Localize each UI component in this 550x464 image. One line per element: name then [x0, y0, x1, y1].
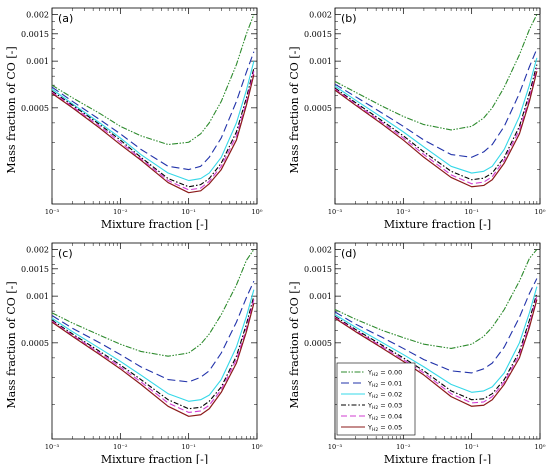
legend-label: YH2 = 0.03 [367, 402, 402, 412]
x-tick-label: 10⁻³ [45, 208, 60, 216]
x-tick-label: 10⁰ [252, 443, 263, 451]
panel-label: (b) [341, 12, 357, 25]
y-tick-label: 0.0005 [21, 339, 49, 348]
series-line-0 [51, 14, 255, 146]
y-tick-label: 0.002 [309, 245, 332, 254]
y-tick-label: 0.001 [26, 292, 49, 301]
series-line-5 [334, 299, 538, 407]
legend-label: YH2 = 0.05 [367, 424, 402, 434]
series-line-3 [51, 68, 255, 188]
x-tick-label: 10⁻² [396, 443, 411, 451]
y-axis-title: Mass fraction of CO [-] [5, 46, 18, 173]
series-line-1 [51, 51, 255, 171]
series-line-5 [51, 303, 255, 417]
y-tick-label: 0.0015 [21, 30, 49, 39]
series-line-4 [334, 68, 538, 185]
series-line-3 [334, 64, 538, 181]
y-axis-title: Mass fraction of CO [-] [5, 281, 18, 408]
y-tick-label: 0.0015 [21, 265, 49, 274]
x-tick-label: 10⁻¹ [182, 443, 197, 451]
x-axis-title: Mixture fraction [-] [384, 453, 491, 464]
legend-label: YH2 = 0.04 [367, 413, 402, 423]
y-tick-label: 0.002 [309, 10, 332, 19]
legend-label: YH2 = 0.00 [367, 369, 402, 379]
x-tick-label: 10⁻¹ [465, 443, 480, 451]
y-tick-label: 0.0015 [304, 265, 332, 274]
y-tick-label: 0.0005 [304, 104, 332, 113]
x-tick-label: 10⁰ [252, 208, 263, 216]
series-line-2 [51, 60, 255, 182]
x-axis-title: Mixture fraction [-] [101, 218, 208, 231]
y-tick-label: 0.0005 [304, 339, 332, 348]
x-tick-label: 10⁻² [113, 208, 128, 216]
chart-panel-1: 10⁻³ 10⁻² 10⁻¹ 10⁰ 0.0005 0.001 0.0015 0.002 Mix… [5, 7, 263, 231]
chart-panel-4: 10⁻³ 10⁻² 10⁻¹ 10⁰ 0.0005 0.001 0.0015 0.002 Mix… [288, 242, 546, 464]
legend-label: YH2 = 0.02 [367, 391, 402, 401]
series-line-1 [51, 280, 255, 383]
plot-frame [51, 242, 258, 440]
x-tick-label: 10⁰ [535, 443, 546, 451]
panel-label: (a) [58, 12, 73, 25]
y-tick-label: 0.001 [309, 292, 332, 301]
series-line-4 [334, 295, 538, 404]
x-axis-title: Mixture fraction [-] [101, 453, 208, 464]
x-axis-title: Mixture fraction [-] [384, 218, 491, 231]
series-line-2 [334, 286, 538, 393]
chart-panel-2: 10⁻³ 10⁻² 10⁻¹ 10⁰ 0.0005 0.001 0.0015 0.002 Mix… [288, 7, 546, 231]
plot-frame [334, 7, 541, 205]
plot-frame [51, 7, 258, 205]
series-line-2 [51, 289, 255, 402]
series-line-2 [334, 57, 538, 174]
y-tick-label: 0.002 [26, 10, 49, 19]
y-tick-label: 0.002 [26, 245, 49, 254]
chart-panel-3: 10⁻³ 10⁻² 10⁻¹ 10⁰ 0.0005 0.001 0.0015 0.002 Mix… [5, 242, 263, 464]
series-line-5 [334, 71, 538, 188]
panel-label: (c) [58, 247, 73, 260]
series-line-0 [334, 14, 538, 131]
series-line-3 [334, 292, 538, 401]
x-tick-label: 10⁰ [535, 208, 546, 216]
x-tick-label: 10⁻³ [45, 443, 60, 451]
y-tick-label: 0.001 [309, 57, 332, 66]
x-tick-label: 10⁻³ [328, 208, 343, 216]
plot-frame [334, 242, 541, 440]
x-tick-label: 10⁻² [396, 208, 411, 216]
series-line-0 [51, 249, 255, 357]
series-line-5 [51, 74, 255, 194]
panel-label: (d) [341, 247, 357, 260]
y-tick-label: 0.0005 [21, 104, 49, 113]
series-line-4 [51, 299, 255, 413]
x-tick-label: 10⁻¹ [465, 208, 480, 216]
series-line-3 [51, 295, 255, 410]
series-line-4 [51, 71, 255, 191]
x-tick-label: 10⁻² [113, 443, 128, 451]
series-line-1 [334, 278, 538, 374]
series-line-0 [334, 249, 538, 350]
x-tick-label: 10⁻³ [328, 443, 343, 451]
legend-box [336, 362, 416, 436]
y-axis-title: Mass fraction of CO [-] [288, 46, 301, 173]
x-tick-label: 10⁻¹ [182, 208, 197, 216]
y-tick-label: 0.001 [26, 57, 49, 66]
legend-label: YH2 = 0.01 [367, 380, 402, 390]
y-tick-label: 0.0015 [304, 30, 332, 39]
y-axis-title: Mass fraction of CO [-] [288, 281, 301, 408]
series-line-1 [334, 48, 538, 158]
